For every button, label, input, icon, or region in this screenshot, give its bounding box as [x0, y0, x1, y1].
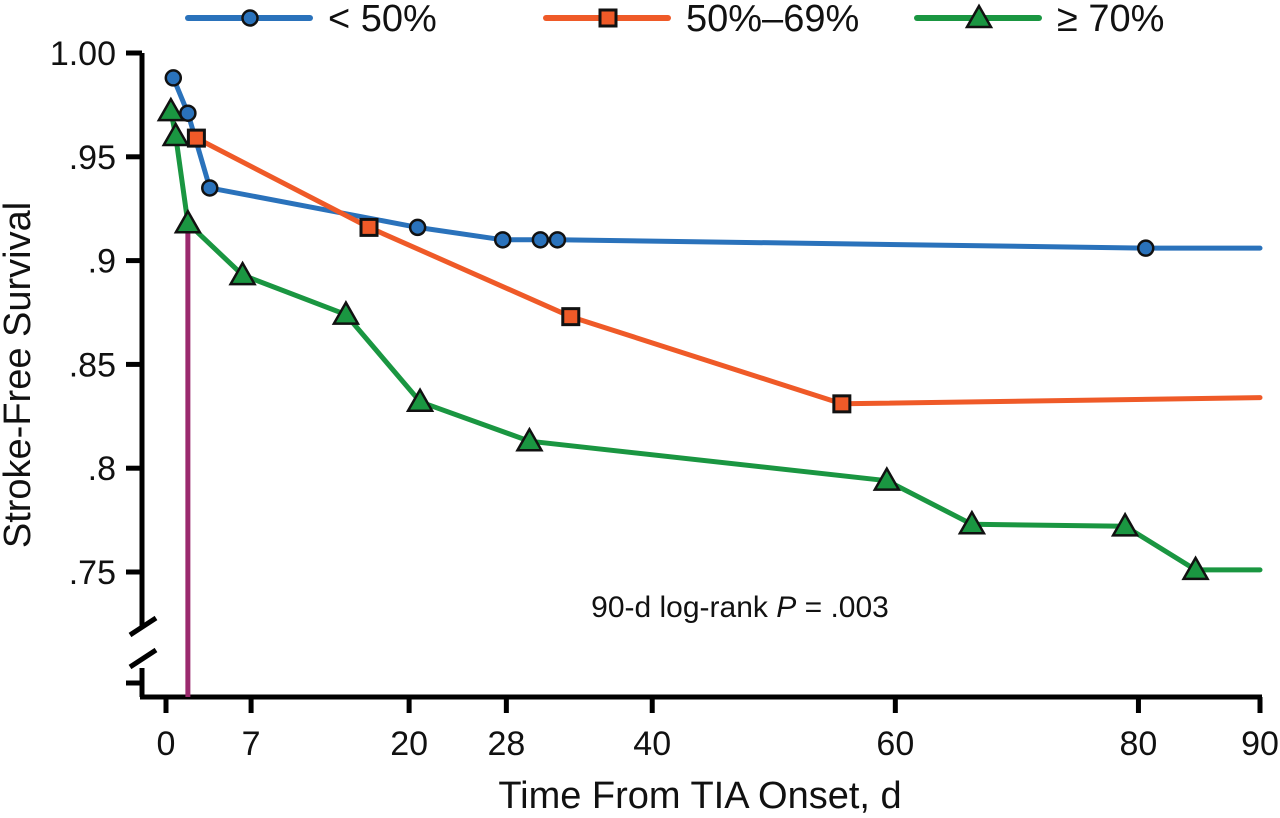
y-tick-label: .75: [69, 554, 116, 592]
series-50to69: [186, 128, 1263, 414]
axes: 1.00 .95 .9 .85 .8 .75 0 7 20 28 40 60 80 90: [50, 35, 1279, 763]
triangle-marker: [161, 121, 190, 147]
series-line: [168, 108, 1263, 573]
annotation-prefix: 90-d log-rank: [591, 591, 776, 624]
axis-break-mark: [128, 647, 158, 670]
series-ge70: [156, 96, 1263, 581]
legend-label: < 50%: [328, 0, 437, 40]
y-axis-title: Stroke-Free Survival: [0, 202, 39, 548]
series-lt50: [164, 69, 1263, 257]
x-axis-title: Time From TIA Onset, d: [498, 775, 901, 817]
x-tick-label: 40: [633, 725, 671, 763]
x-tick-label: 90: [1241, 725, 1279, 763]
triangle-marker: [964, 3, 994, 29]
circle-marker: [164, 69, 183, 87]
axis-break-mark: [128, 615, 158, 638]
square-marker: [561, 307, 581, 327]
circle-marker: [408, 218, 427, 237]
legend-label: ≥ 70%: [1057, 0, 1164, 40]
square-marker: [186, 128, 206, 148]
circle-marker: [241, 9, 259, 27]
y-tick-label: .95: [69, 139, 116, 177]
triangle-marker: [872, 466, 901, 491]
x-tick-label: 0: [157, 725, 176, 763]
x-tick-label: 7: [242, 725, 261, 763]
x-tick-label: 80: [1120, 725, 1158, 763]
legend-item: 50%–69%: [543, 0, 859, 40]
legend-label: 50%–69%: [686, 0, 859, 40]
y-tick-label: 1.00: [50, 35, 116, 73]
triangle-marker: [1110, 511, 1140, 537]
y-tick-label: .9: [88, 243, 116, 281]
triangle-marker: [331, 300, 361, 325]
square-marker: [359, 217, 379, 237]
circle-marker: [531, 231, 550, 249]
circle-marker: [201, 179, 219, 197]
y-tick-label: .8: [88, 450, 116, 488]
square-marker: [598, 8, 618, 28]
x-tick-label: 20: [390, 725, 428, 763]
square-marker: [832, 394, 852, 414]
legend: < 50% 50%–69% ≥ 70%: [185, 0, 1164, 40]
annotation-p: P: [776, 591, 796, 624]
x-tick-label: 28: [487, 725, 525, 763]
circle-marker: [548, 231, 567, 249]
logrank-annotation: 90-d log-rank P = .003: [591, 591, 889, 624]
triangle-marker: [173, 208, 203, 234]
circle-marker: [179, 104, 197, 122]
triangle-marker: [957, 509, 987, 535]
x-tick-label: 60: [876, 725, 914, 763]
triangle-marker: [228, 260, 257, 286]
legend-item: ≥ 70%: [914, 0, 1164, 40]
triangle-marker: [405, 387, 435, 413]
series-layer: [156, 69, 1263, 697]
triangle-marker: [515, 426, 544, 452]
triangle-marker: [1181, 555, 1210, 581]
series-line: [170, 75, 1263, 251]
circle-marker: [493, 231, 512, 249]
y-tick-label: .85: [69, 346, 116, 384]
series-line: [193, 135, 1263, 407]
annotation-suffix: = .003: [796, 591, 889, 624]
triangle-marker: [156, 96, 186, 122]
legend-item: < 50%: [185, 0, 437, 40]
circle-marker: [1136, 239, 1155, 257]
